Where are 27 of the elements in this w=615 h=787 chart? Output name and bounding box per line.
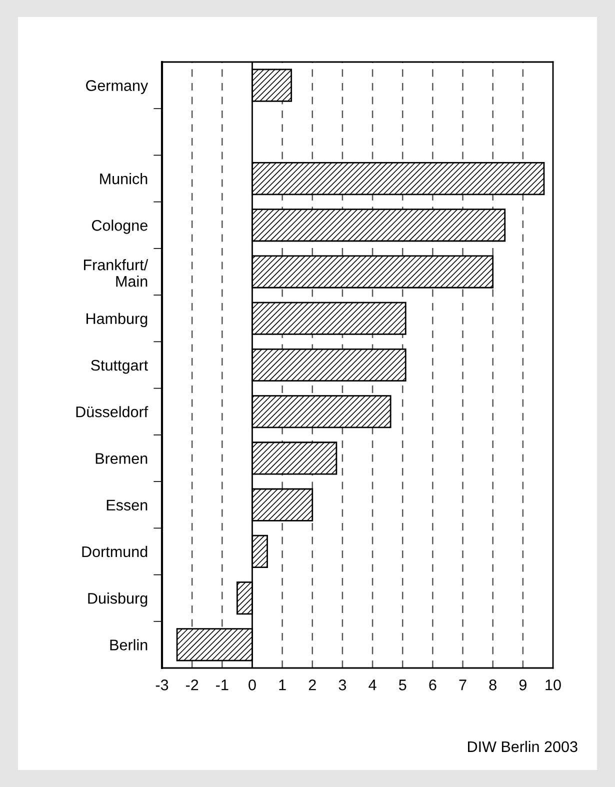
x-tick-label: -1 xyxy=(216,680,228,690)
y-tick-label: Bremen xyxy=(96,453,148,464)
y-tick-label: Munich xyxy=(100,173,148,184)
x-tick-label: 6 xyxy=(429,680,436,690)
x-tick-label: 7 xyxy=(459,680,466,690)
x-tick-label: 3 xyxy=(338,680,346,690)
y-tick-label: Dortmund xyxy=(82,546,148,558)
x-tick-label: -3 xyxy=(156,680,168,690)
text: DIW Berlin 2003 xyxy=(468,740,578,752)
x-tick-label: 0 xyxy=(248,680,256,690)
y-tick-label: Stuttgart xyxy=(91,360,148,374)
x-tick-label: 9 xyxy=(519,680,526,690)
x-tick-label: 1 xyxy=(279,680,286,690)
y-tick-label: Germany xyxy=(86,80,148,94)
x-tick-label: -2 xyxy=(186,680,198,690)
x-tick-label: 8 xyxy=(489,680,496,690)
y-tick-label: Duisburg xyxy=(88,592,148,607)
x-tick-label: 5 xyxy=(398,680,406,690)
y-tick-label: Essen xyxy=(106,500,148,511)
y-tick-label: Berlin xyxy=(110,639,148,650)
x-tick-label: 2 xyxy=(308,680,316,690)
y-tick-label: Frankfurt/ Main xyxy=(84,259,148,287)
x-tick-label: 4 xyxy=(368,680,376,690)
y-tick-label: Hamburg xyxy=(86,312,148,328)
y-tick-label: Düsseldorf xyxy=(76,406,148,418)
y-tick-label: Cologne xyxy=(92,220,148,234)
x-tick-label: 10 xyxy=(546,680,561,690)
